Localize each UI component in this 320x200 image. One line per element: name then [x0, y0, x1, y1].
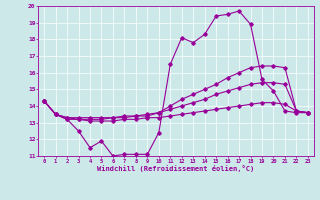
X-axis label: Windchill (Refroidissement éolien,°C): Windchill (Refroidissement éolien,°C) [97, 165, 255, 172]
